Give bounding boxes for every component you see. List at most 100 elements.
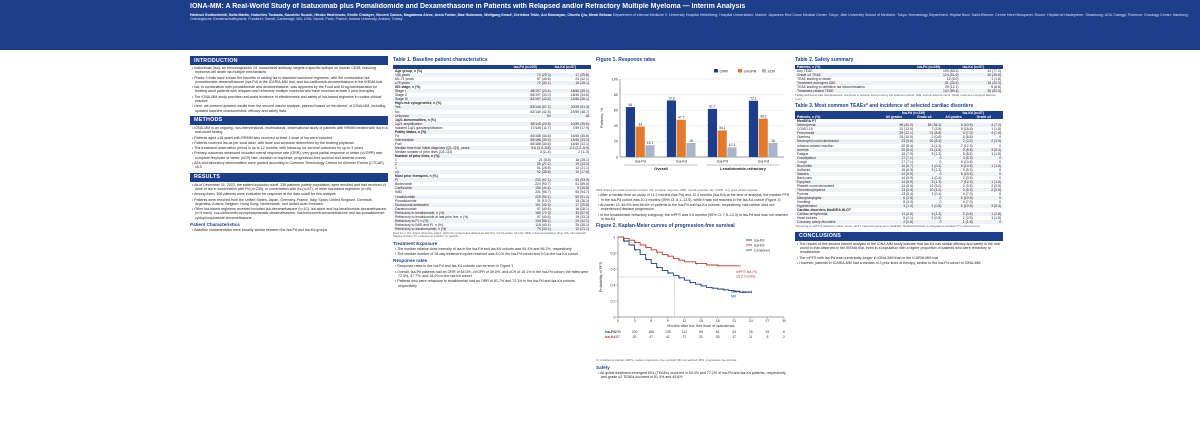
table-cell: 15/45 (33.3) <box>552 137 591 142</box>
row-label-cell: 1q21 amplification <box>393 121 512 126</box>
table-row: Nasopharyngitis 6 (2.5) 0 6 (10.5) 0 <box>795 196 1003 201</box>
table-cell: 16 (28.1) <box>552 81 591 86</box>
table-cell: 0 <box>999 167 1001 172</box>
table-cell: 199 (83.3) <box>943 69 959 74</box>
table-row: Fatigue 19 (7.9) 3 (1.3) 5 (8.8) 1 (1.8) <box>795 152 1003 156</box>
at-risk-value: 47 <box>649 335 653 339</box>
bar-value-label: 39 <box>638 122 642 126</box>
table-cell: 2 (3.5) <box>962 175 973 180</box>
table-cell: 20 (8.4) <box>901 143 914 148</box>
table-cell: 58/188 (30.9) <box>511 137 553 142</box>
treatment-exposure-heading: Treatment Exposure <box>393 240 438 246</box>
table-cell: 7 (12.3) <box>960 143 973 148</box>
row-label-cell: 65–74 years <box>395 77 414 82</box>
table-cell: 6 (10.5) <box>943 123 975 128</box>
x-tick-label: 6 <box>650 319 652 323</box>
figure1-caption: Figure 1. Response rates <box>596 57 656 63</box>
table-header-cell: Patients, n (%) <box>795 65 916 70</box>
table-cell: 12 (21.1) <box>575 166 589 171</box>
table-row: Median time from initial diagnosis (Q1–Q… <box>393 145 591 150</box>
table-row: Neutrophil count decreased 23 (9.6) 20 (8.… <box>795 139 1003 144</box>
table-row: Platelet count decreased 14 (5.9) 12 (5.0)… <box>795 184 1003 188</box>
authors: Hartmut Goldschmidt, Sofia Martin, Nobuh… <box>190 13 612 17</box>
table-cell: 4 (7.0) <box>962 192 973 197</box>
table-row: Yes 83/145 (57.2) 20/39 (51.3) <box>393 105 591 110</box>
bar <box>707 108 718 157</box>
affiliations: Department of Internal Medicine V, Unive… <box>190 13 1189 22</box>
row-label-cell: ≥4 <box>393 170 512 175</box>
row-label-cell: Back pain <box>797 175 812 180</box>
at-risk-value: 42 <box>666 335 670 339</box>
table-cell: 79 (33.1) <box>511 226 553 231</box>
row-label-cell: 1q21 abnormalities, n (%) <box>395 117 436 122</box>
table-row: Isolated 1q21 gain/amplification 17/145 (… <box>393 126 591 130</box>
row-label-cell: Diarrhea <box>797 135 811 140</box>
row-label-cell: Cardiac disorders MedDRA HLGT <box>797 208 851 213</box>
x-tick-label: 30 <box>782 319 786 323</box>
table-row: Back pain 14 (5.9) 1 (0.4) 2 (3.5) 0 <box>795 176 1003 180</box>
table-cell: 11 (4.6) <box>883 212 916 217</box>
table-row: Nausea 14 (5.9) 0 6 (10.5) 0 <box>795 171 1003 176</box>
table-cell: 2 (3.5) <box>943 212 975 217</box>
row-label-cell: Pyrexia <box>797 192 809 197</box>
row-label-cell: Cardiac arrhythmias <box>795 212 884 217</box>
table-cell: 5 (8.8) <box>962 151 973 156</box>
row-label-cell: Grade ≥3 TEAE <box>795 73 916 78</box>
baseline-characteristics-table: Isa-Pd (n=239) Isa-Kd (n=57) Age group, … <box>393 65 591 231</box>
table-header-cell: Isa-Kd (n=57) <box>960 65 1003 70</box>
row-label-cell: Refractory to daratumumab, n (%) <box>393 226 512 231</box>
y-tick-label: 0.8 <box>611 251 616 255</box>
table-cell: 0 <box>974 220 1003 225</box>
table-cell: 4 (7.0) <box>974 123 1003 128</box>
table-row: Pomalidomide 31 (13.0) 15 (26.3) <box>393 199 591 203</box>
list-item: After a median time on study of 11.2 mon… <box>596 193 790 202</box>
at-risk-value: 139 <box>665 330 671 334</box>
table-row: No 62/145 (42.8) 19/39 (48.7) <box>393 110 591 114</box>
bar <box>635 126 645 157</box>
table-row: 3 61 (25.5) 12 (21.1) <box>393 166 591 170</box>
table-cell: 1 (1.8) <box>974 212 1003 217</box>
table-row: Stage I 48/197 (24.4) 18/46 (39.1) <box>393 89 591 94</box>
table-row: Cardiac disorders MedDRA HLGT <box>795 208 1003 212</box>
table-cell: 0 <box>999 200 1001 205</box>
table-row: COVID-19 31 (13.0) 7 (2.9) 9 (15.8) 1 (1.8) <box>795 127 1003 131</box>
x-tick-label: 21 <box>732 319 736 323</box>
common-teae-table: Isa-Pd (n=239) Isa-Kd (n=57) Patients, n… <box>795 111 1003 225</box>
table-cell: 0 <box>939 159 942 164</box>
table-cell: 3 (1.3) <box>915 212 944 217</box>
table-cell: 92 (38.5) <box>511 170 553 175</box>
table-cell: 19/39 (48.7) <box>570 109 589 114</box>
at-risk-value: 2 <box>783 335 785 339</box>
column-2: Table 1. Baseline patient characteristic… <box>393 56 591 418</box>
column-1: INTRODUCTION Isatuximab (Isa), an immuno… <box>190 56 388 418</box>
row-label-cell: COVID-19 <box>797 127 813 132</box>
table-cell: 16/45 (35.6) <box>570 133 589 138</box>
bar-value-label: 64 <box>629 103 633 107</box>
table-row: Fit 65/188 (34.6) 16/45 (35.6) <box>393 134 591 138</box>
row-label-cell: PI <box>393 178 512 183</box>
safety-heading: Safety <box>596 364 610 370</box>
bar <box>768 142 778 157</box>
table-row: Refractory to PI, n (%) 134 (56.1) 24 (42.… <box>393 218 591 223</box>
table-header-cell: Patients, n (%) <box>795 115 884 120</box>
legend-label: ORR <box>720 69 729 73</box>
row-label-cell: Neutrophil count decreased <box>795 139 884 144</box>
table-row: Median number of prior lines (Q1–Q3) 3 (2… <box>393 150 591 154</box>
table-cell: 2 (3.5) <box>962 216 973 221</box>
table-cell: 1 (1.8) <box>991 216 1001 221</box>
row-label-cell: Asthenia <box>797 167 811 172</box>
table-cell: 3 (1.3) <box>883 204 916 209</box>
table-cell: 84 (35.1) <box>915 123 944 128</box>
row-label-cell: Hypertension <box>795 204 884 209</box>
curve-annotation: 10.2 months <box>736 275 756 279</box>
table-cell: 14 (5.9) <box>901 183 914 188</box>
table-cell: 0 <box>999 135 1001 140</box>
results-heading: RESULTS <box>190 172 388 182</box>
legend-label: ≥VGPR <box>744 69 757 73</box>
at-risk-value: 64 <box>716 330 720 334</box>
table-row: Monoclonal antibodies 101 (42.3) 17 (29.8) <box>393 202 591 207</box>
group-label: Lenalidomide-refractory <box>720 166 767 171</box>
table-cell: 11 (4.6) <box>915 147 944 152</box>
table-cell: 225 (94.1) <box>511 194 553 199</box>
